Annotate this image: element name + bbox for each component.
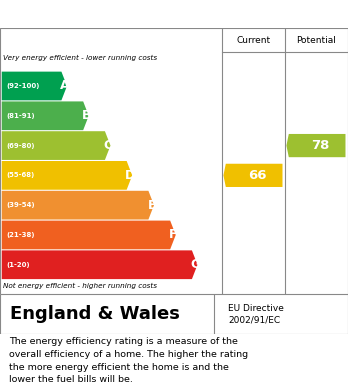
Text: (55-68): (55-68) (6, 172, 34, 178)
Polygon shape (2, 250, 198, 279)
Text: England & Wales: England & Wales (10, 305, 180, 323)
Text: E: E (148, 199, 156, 212)
Text: (81-91): (81-91) (6, 113, 34, 119)
Polygon shape (2, 191, 154, 219)
Text: C: C (104, 139, 113, 152)
Polygon shape (2, 101, 89, 130)
Text: Current: Current (236, 36, 271, 45)
Text: Energy Efficiency Rating: Energy Efficiency Rating (10, 7, 232, 22)
Text: B: B (82, 109, 91, 122)
Text: 66: 66 (248, 169, 266, 182)
Text: (21-38): (21-38) (6, 232, 34, 238)
Text: (1-20): (1-20) (6, 262, 30, 268)
Text: (69-80): (69-80) (6, 143, 34, 149)
Text: Very energy efficient - lower running costs: Very energy efficient - lower running co… (3, 55, 158, 61)
Text: F: F (169, 228, 178, 242)
Text: A: A (60, 79, 70, 93)
Polygon shape (2, 161, 132, 190)
Polygon shape (286, 134, 346, 157)
Polygon shape (2, 221, 176, 249)
Polygon shape (2, 131, 111, 160)
Text: (92-100): (92-100) (6, 83, 39, 89)
Text: D: D (125, 169, 135, 182)
Text: Not energy efficient - higher running costs: Not energy efficient - higher running co… (3, 283, 158, 289)
Text: Potential: Potential (296, 36, 337, 45)
Text: EU Directive
2002/91/EC: EU Directive 2002/91/EC (228, 303, 284, 325)
Text: 78: 78 (311, 139, 329, 152)
Polygon shape (2, 72, 67, 100)
Text: The energy efficiency rating is a measure of the
overall efficiency of a home. T: The energy efficiency rating is a measur… (9, 337, 248, 384)
Polygon shape (223, 164, 283, 187)
Text: (39-54): (39-54) (6, 202, 34, 208)
Text: G: G (190, 258, 200, 271)
